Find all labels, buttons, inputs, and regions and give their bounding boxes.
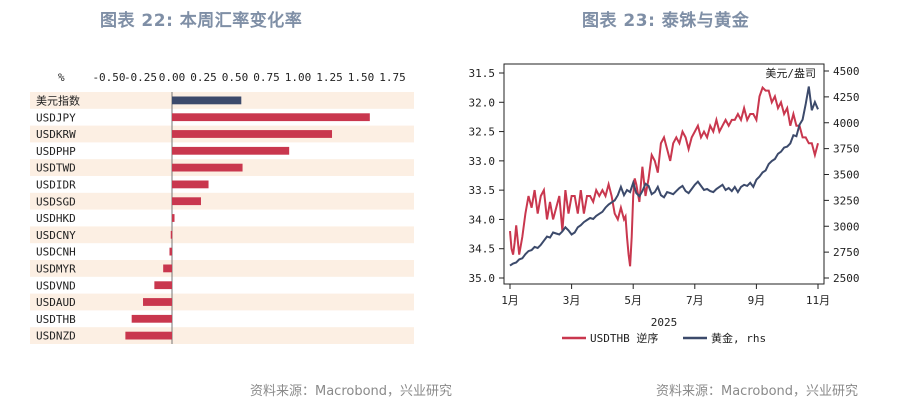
- bar-category-label: USDAUD: [36, 296, 76, 309]
- right-source-note: 资料来源：Macrobond，兴业研究: [656, 384, 859, 399]
- bar-category-label: USDCNH: [36, 246, 76, 259]
- row-band: [30, 293, 414, 311]
- bar-xtick-label: 0.25: [190, 71, 217, 84]
- bar-xtick-label: 0.75: [253, 71, 280, 84]
- bar-category-label: USDVND: [36, 279, 76, 292]
- bar-xtick-label: 0.00: [159, 71, 186, 84]
- bar-category-label: USDTWD: [36, 162, 76, 175]
- bar-usdsgd: [172, 197, 201, 206]
- bar-category-label: USDIDR: [36, 179, 76, 192]
- right-chart-title: 图表 23: 泰铢与黄金: [582, 11, 750, 31]
- bar-usdidr: [172, 180, 209, 189]
- row-band: [30, 260, 414, 277]
- bar-xtick-label: 1.00: [285, 71, 312, 84]
- bar-usdmyr: [163, 264, 172, 273]
- bar-category-label: 美元指数: [36, 94, 80, 108]
- bar-xtick-label: 1.75: [379, 71, 406, 84]
- bar-usdcny: [170, 230, 173, 239]
- bar-usdnzd: [125, 331, 172, 340]
- bar-xtick-label: 1.25: [316, 71, 343, 84]
- bar-usdphp: [172, 146, 290, 155]
- bar-category-label: USDPHP: [36, 145, 76, 158]
- row-band: [30, 327, 414, 344]
- left-chart-title: 图表 22: 本周汇率变化率: [100, 11, 303, 31]
- left-source-note: 资料来源：Macrobond，兴业研究: [250, 384, 453, 399]
- bar-category-label: USDCNY: [36, 229, 76, 242]
- bar-category-label: USDTHB: [36, 313, 76, 326]
- bar-xtick-label: -0.25: [124, 71, 157, 84]
- bar-usdkrw: [172, 130, 333, 138]
- bar-category-label: USDMYR: [36, 263, 76, 276]
- bar-usdcnh: [169, 247, 172, 256]
- bar-category-label: USDKRW: [36, 128, 76, 141]
- bar-category-label: USDNZD: [36, 330, 76, 343]
- bar-usdvnd: [154, 281, 172, 290]
- bar-usdtwd: [172, 163, 243, 172]
- bar-usdhkd: [172, 214, 175, 222]
- bar-usdthb: [131, 314, 172, 323]
- row-band: [30, 226, 414, 244]
- bar-category-label: USDHKD: [36, 212, 76, 225]
- bar-usdjpy: [172, 113, 370, 122]
- bar-xtick-label: -0.50: [92, 71, 125, 84]
- bar-category-label: USDJPY: [36, 111, 76, 124]
- row-band: [30, 192, 414, 210]
- bar-xtick-label: 1.50: [348, 71, 375, 84]
- bar-category-label: USDSGD: [36, 195, 76, 208]
- bar-美元指数: [172, 96, 242, 105]
- bar-xtick-label: 0.50: [222, 71, 249, 84]
- bar-usdaud: [143, 298, 172, 306]
- bar-unit-label: %: [58, 71, 65, 84]
